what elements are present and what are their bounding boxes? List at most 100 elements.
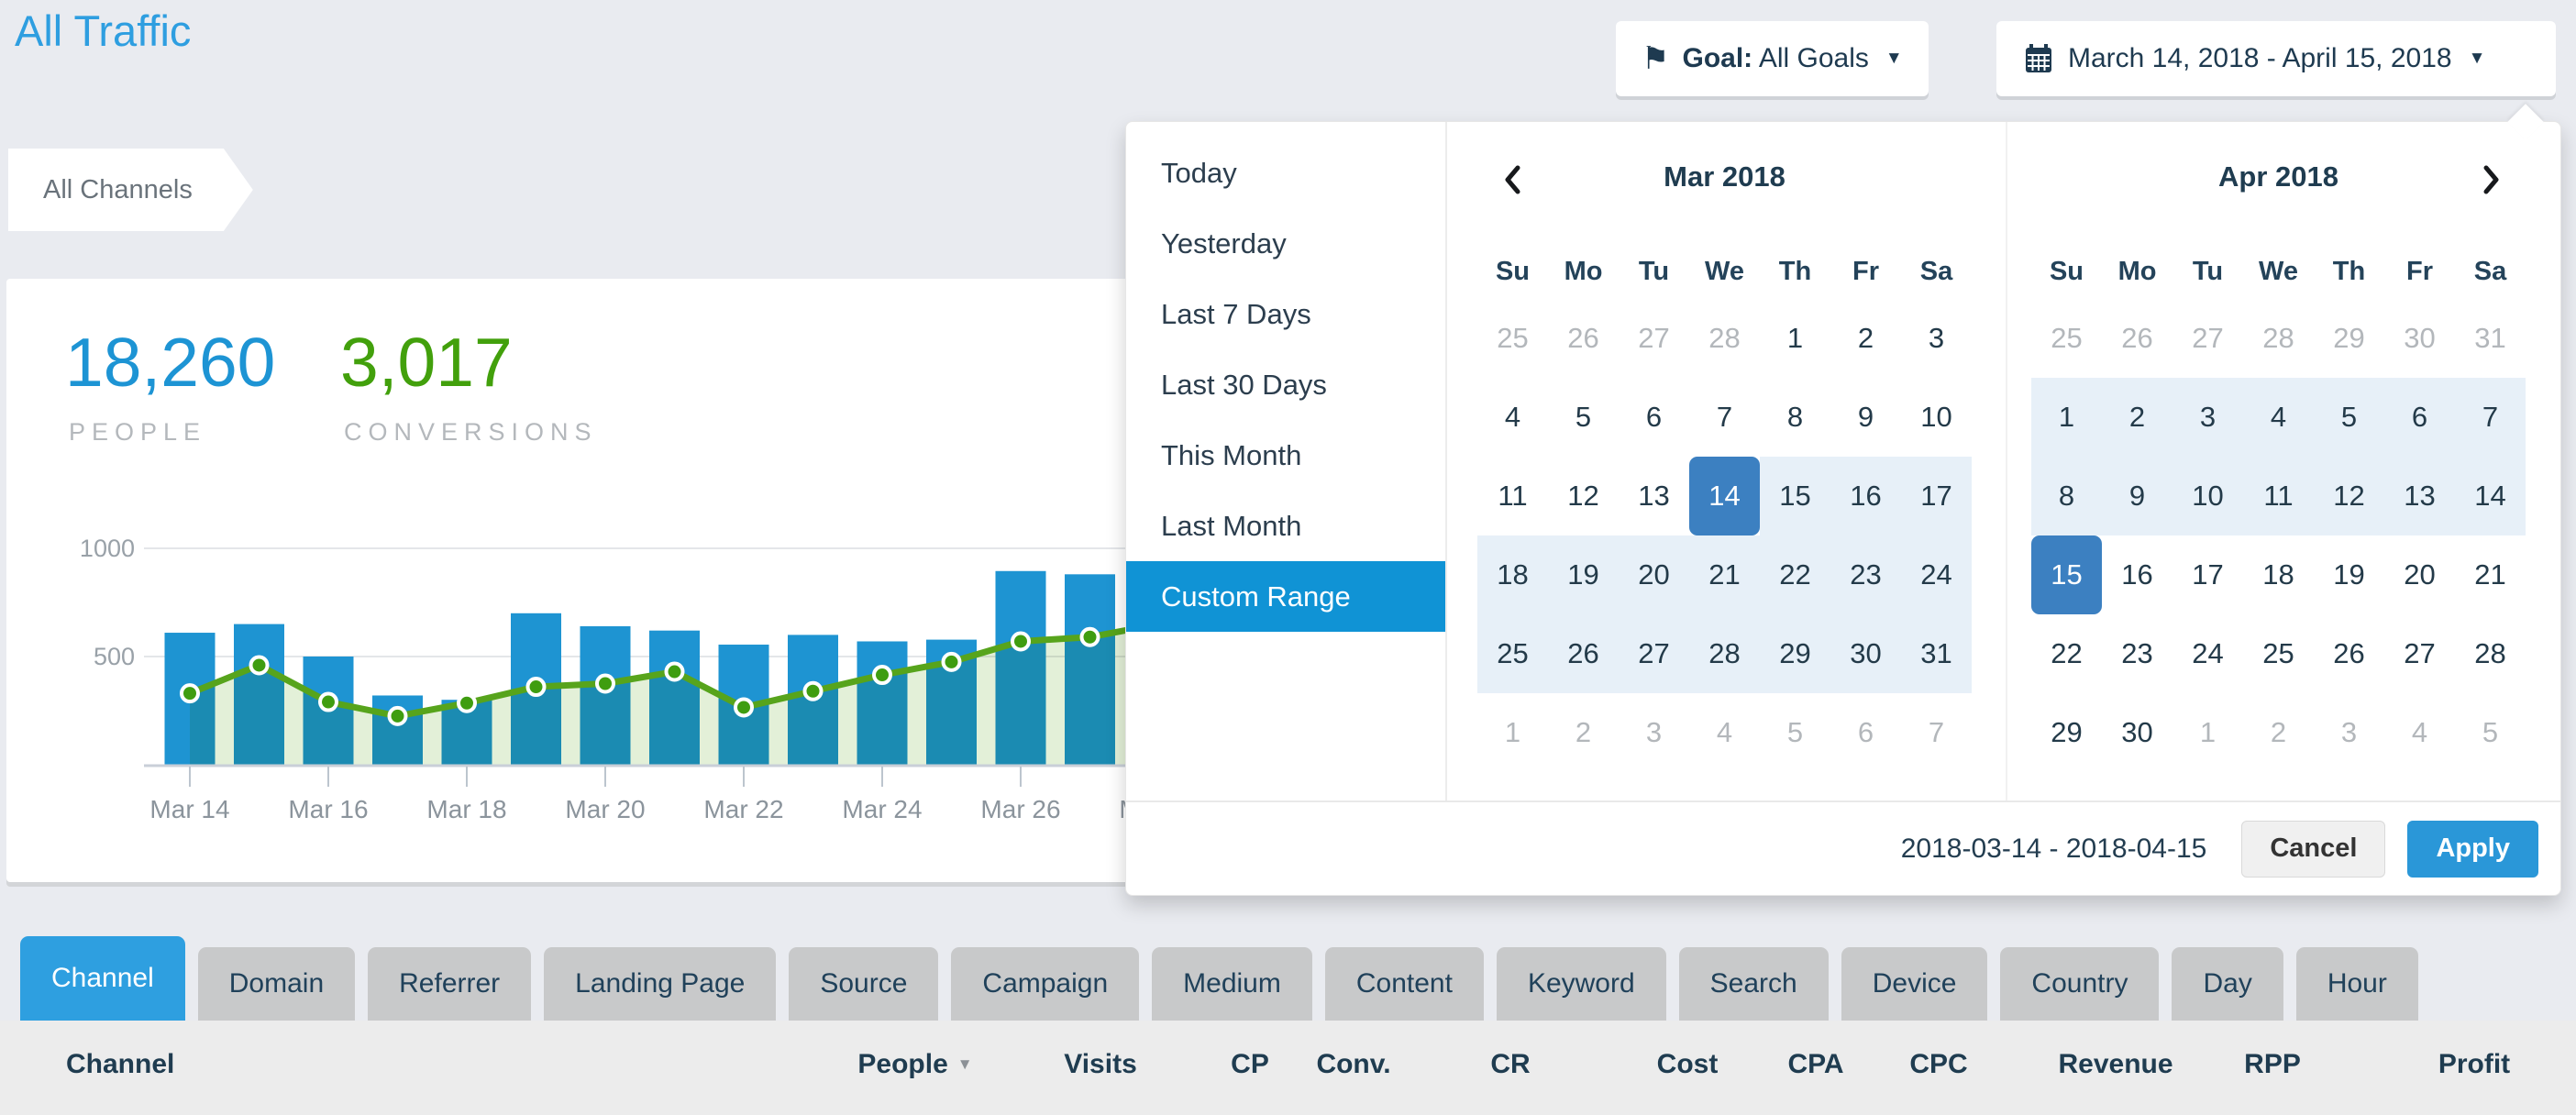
day-cell[interactable]: 26 <box>1567 322 1599 354</box>
day-cell[interactable]: 18 <box>2262 558 2294 591</box>
day-cell[interactable]: 19 <box>1548 535 1619 614</box>
day-cell[interactable]: 24 <box>1901 535 1972 614</box>
day-cell[interactable]: 29 <box>2051 716 2083 748</box>
day-cell[interactable]: 12 <box>2314 457 2384 535</box>
day-cell[interactable]: 25 <box>2051 322 2083 354</box>
date-preset-last-30-days[interactable]: Last 30 Days <box>1161 369 1327 401</box>
day-cell[interactable]: 10 <box>1920 401 1952 433</box>
day-cell[interactable]: 20 <box>1619 535 1689 614</box>
day-cell[interactable]: 3 <box>1928 322 1945 354</box>
day-cell[interactable]: 31 <box>1901 614 1972 693</box>
date-range-button[interactable]: March 14, 2018 - April 15, 2018 ▼ <box>1996 21 2556 96</box>
day-cell[interactable]: 30 <box>2404 322 2436 354</box>
day-cell[interactable]: 29 <box>2333 322 2365 354</box>
day-cell[interactable]: 21 <box>1689 535 1760 614</box>
day-cell[interactable]: 26 <box>2333 637 2365 669</box>
day-cell[interactable]: 25 <box>1477 614 1548 693</box>
tab-campaign[interactable]: Campaign <box>951 947 1140 1021</box>
day-cell[interactable]: 25 <box>2262 637 2294 669</box>
day-cell[interactable]: 3 <box>1645 716 1663 748</box>
prev-month-button[interactable] <box>1477 157 1548 203</box>
day-cell[interactable]: 8 <box>2031 457 2102 535</box>
day-cell[interactable]: 28 <box>1708 322 1741 354</box>
tab-search[interactable]: Search <box>1678 947 1829 1021</box>
day-cell[interactable]: 29 <box>1760 614 1830 693</box>
column-header-cost[interactable]: Cost <box>1657 1049 1719 1080</box>
day-cell[interactable]: 26 <box>1548 614 1619 693</box>
cancel-button[interactable]: Cancel <box>2241 820 2386 878</box>
day-cell-selected[interactable]: 15 <box>2031 535 2102 614</box>
tab-referrer[interactable]: Referrer <box>368 947 532 1021</box>
column-header-channel[interactable]: Channel <box>66 1049 174 1080</box>
day-cell[interactable]: 1 <box>1786 322 1804 354</box>
date-preset-yesterday[interactable]: Yesterday <box>1161 227 1287 259</box>
day-cell[interactable]: 30 <box>1830 614 1901 693</box>
date-preset-this-month[interactable]: This Month <box>1161 439 1302 471</box>
column-header-revenue[interactable]: Revenue <box>2058 1049 2172 1080</box>
day-cell[interactable]: 17 <box>2192 558 2224 591</box>
date-preset-last-month[interactable]: Last Month <box>1161 510 1302 542</box>
tab-content[interactable]: Content <box>1324 947 1484 1021</box>
day-cell[interactable]: 4 <box>1716 716 1733 748</box>
day-cell[interactable]: 20 <box>2404 558 2436 591</box>
day-cell[interactable]: 3 <box>2172 378 2243 457</box>
day-cell[interactable]: 15 <box>1760 457 1830 535</box>
day-cell[interactable]: 9 <box>2102 457 2172 535</box>
day-cell[interactable]: 11 <box>2243 457 2314 535</box>
date-preset-last-7-days[interactable]: Last 7 Days <box>1161 298 1311 330</box>
breadcrumb[interactable]: All Channels <box>8 149 253 231</box>
day-cell[interactable]: 13 <box>2384 457 2455 535</box>
day-cell-selected[interactable]: 14 <box>1689 457 1760 535</box>
day-cell[interactable]: 26 <box>2121 322 2153 354</box>
day-cell[interactable]: 2 <box>1857 322 1874 354</box>
day-cell[interactable]: 7 <box>2455 378 2526 457</box>
column-header-cr[interactable]: CR <box>1490 1049 1530 1080</box>
day-cell[interactable]: 2 <box>2270 716 2287 748</box>
column-header-rpp[interactable]: RPP <box>2244 1049 2301 1080</box>
day-cell[interactable]: 6 <box>1645 401 1663 433</box>
day-cell[interactable]: 5 <box>1575 401 1592 433</box>
day-cell[interactable]: 19 <box>2333 558 2365 591</box>
day-cell[interactable]: 9 <box>1857 401 1874 433</box>
day-cell[interactable]: 21 <box>2474 558 2506 591</box>
day-cell[interactable]: 1 <box>2199 716 2217 748</box>
day-cell[interactable]: 5 <box>1786 716 1804 748</box>
day-cell[interactable]: 14 <box>2455 457 2526 535</box>
day-cell[interactable]: 7 <box>1928 716 1945 748</box>
day-cell[interactable]: 27 <box>1619 614 1689 693</box>
column-header-people[interactable]: People ▼ <box>857 1049 972 1080</box>
day-cell[interactable]: 27 <box>2404 637 2436 669</box>
day-cell[interactable]: 11 <box>1498 480 1528 512</box>
tab-country[interactable]: Country <box>2000 947 2160 1021</box>
day-cell[interactable]: 6 <box>2384 378 2455 457</box>
day-cell[interactable]: 31 <box>2474 322 2506 354</box>
day-cell[interactable]: 7 <box>1716 401 1733 433</box>
column-header-cpa[interactable]: CPA <box>1787 1049 1843 1080</box>
tab-source[interactable]: Source <box>789 947 939 1021</box>
date-preset-custom-range[interactable]: Custom Range <box>1126 561 1445 632</box>
day-cell[interactable]: 5 <box>2314 378 2384 457</box>
day-cell[interactable]: 2 <box>2102 378 2172 457</box>
day-cell[interactable]: 23 <box>1830 535 1901 614</box>
day-cell[interactable]: 13 <box>1638 480 1670 512</box>
day-cell[interactable]: 16 <box>1830 457 1901 535</box>
day-cell[interactable]: 28 <box>2474 637 2506 669</box>
day-cell[interactable]: 1 <box>2031 378 2102 457</box>
tab-day[interactable]: Day <box>2172 947 2283 1021</box>
day-cell[interactable]: 22 <box>2051 637 2083 669</box>
day-cell[interactable]: 16 <box>2121 558 2153 591</box>
day-cell[interactable]: 12 <box>1567 480 1599 512</box>
day-cell[interactable]: 8 <box>1786 401 1804 433</box>
column-header-profit[interactable]: Profit <box>2438 1049 2510 1080</box>
day-cell[interactable]: 27 <box>2192 322 2224 354</box>
tab-hour[interactable]: Hour <box>2295 947 2418 1021</box>
day-cell[interactable]: 2 <box>1575 716 1592 748</box>
day-cell[interactable]: 3 <box>2340 716 2358 748</box>
day-cell[interactable]: 4 <box>2243 378 2314 457</box>
day-cell[interactable]: 18 <box>1477 535 1548 614</box>
column-header-cp[interactable]: CP <box>1231 1049 1269 1080</box>
day-cell[interactable]: 30 <box>2121 716 2153 748</box>
day-cell[interactable]: 27 <box>1638 322 1670 354</box>
day-cell[interactable]: 4 <box>2411 716 2428 748</box>
day-cell[interactable]: 28 <box>1689 614 1760 693</box>
